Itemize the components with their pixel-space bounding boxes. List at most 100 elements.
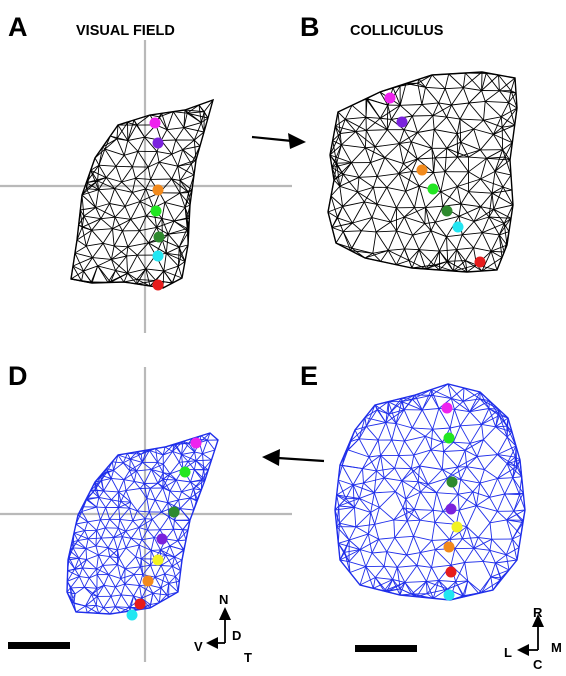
mesh-edge	[131, 537, 142, 541]
mesh-edge	[172, 450, 182, 455]
mesh-edge	[418, 249, 435, 266]
mesh-edge	[390, 221, 397, 232]
mesh-edge	[396, 207, 405, 218]
mesh-edge	[476, 505, 491, 524]
mesh-edge	[435, 539, 450, 550]
mesh-edge	[460, 478, 481, 484]
mesh-edge	[154, 576, 162, 589]
mesh-edge	[141, 584, 149, 599]
mesh-edge	[146, 498, 150, 512]
mesh-edge	[411, 249, 420, 269]
mesh-edge	[405, 481, 419, 500]
mesh-edge	[107, 547, 111, 557]
mesh-edge	[458, 510, 468, 527]
mesh-edge	[81, 511, 89, 523]
mesh-edge	[115, 155, 125, 167]
mesh-edge	[109, 556, 118, 565]
mesh-edge	[456, 119, 461, 134]
mesh-edge	[144, 511, 150, 519]
mesh-edge	[188, 460, 197, 462]
mesh-edge	[473, 208, 494, 222]
mesh-edge	[83, 215, 101, 220]
mesh-edge	[111, 499, 121, 503]
mesh-edge	[181, 488, 194, 493]
mesh-edge	[179, 163, 192, 181]
mesh-edge	[386, 551, 407, 556]
mesh-edge	[489, 522, 493, 540]
mesh-edge	[370, 492, 375, 513]
colliculus-mesh	[327, 71, 518, 273]
mesh-edge	[434, 206, 444, 223]
mesh-edge	[336, 162, 352, 164]
mesh-edge	[355, 526, 369, 535]
mesh-edge	[109, 203, 116, 218]
mesh-edge	[439, 249, 457, 252]
mesh-edge	[462, 401, 471, 412]
mesh-edge	[393, 519, 408, 522]
mesh-edge	[124, 206, 132, 220]
mesh-edge	[67, 559, 76, 570]
mesh-edge	[96, 527, 106, 531]
mesh-edge	[169, 462, 180, 475]
mesh-edge	[472, 491, 477, 506]
mesh-edge	[460, 128, 475, 143]
mesh-edge	[352, 468, 363, 486]
mesh-edge	[352, 484, 375, 494]
mesh-edge	[334, 126, 342, 145]
mesh-edge	[393, 509, 415, 521]
mesh-edge	[462, 387, 465, 402]
mesh-edge	[169, 479, 177, 492]
mesh-edge	[330, 185, 341, 197]
mesh-edge	[418, 185, 426, 208]
mesh-edge	[347, 449, 370, 458]
mesh-edge	[462, 87, 470, 104]
mesh-edge	[376, 204, 391, 223]
mesh-edge	[182, 139, 195, 150]
mesh-edge	[85, 548, 99, 556]
mesh-edge	[202, 453, 212, 461]
mesh-edge	[110, 478, 119, 493]
mesh-edge	[173, 443, 182, 455]
mesh-edge	[145, 268, 157, 281]
mesh-edge	[141, 539, 152, 551]
mesh-edge	[386, 537, 396, 552]
mesh-edge	[348, 561, 351, 573]
colliculus-electrode-points	[384, 92, 486, 268]
mesh-edge	[374, 404, 387, 423]
mesh-edge	[480, 171, 496, 180]
mesh-edge	[450, 425, 461, 429]
mesh-edge	[135, 556, 141, 567]
mesh-edge	[502, 174, 512, 188]
mesh-edge	[357, 186, 374, 193]
mesh-edge	[390, 105, 401, 120]
electrode-point-dark-green	[168, 506, 180, 518]
mesh-edge	[414, 509, 434, 511]
mesh-edge	[424, 428, 433, 437]
mesh-edge	[388, 398, 403, 415]
mesh-edge	[72, 265, 84, 272]
mesh-edge	[179, 497, 191, 509]
mesh-edge	[198, 104, 202, 123]
mesh-edge	[495, 554, 507, 564]
mesh-edge	[411, 104, 423, 117]
mesh-edge	[484, 454, 498, 470]
mesh-edge	[163, 450, 173, 456]
mesh-edge	[383, 467, 395, 479]
mesh-edge	[420, 491, 437, 494]
mesh-edge	[156, 151, 172, 155]
mesh-edge	[83, 270, 93, 284]
mesh-edge	[391, 423, 397, 441]
mesh-edge	[113, 536, 123, 538]
mesh-edge	[116, 124, 119, 139]
mesh-edge	[136, 254, 147, 270]
mesh-edge	[412, 230, 432, 236]
mesh-edge	[401, 480, 421, 493]
mesh-edge	[419, 552, 432, 568]
mesh-edge	[130, 219, 140, 231]
mesh-edge	[162, 239, 180, 248]
mesh-edge	[139, 226, 157, 232]
mesh-edge	[113, 245, 127, 257]
mesh-edge	[508, 90, 512, 103]
mesh-edge	[118, 507, 121, 520]
mesh-edge	[336, 494, 355, 508]
